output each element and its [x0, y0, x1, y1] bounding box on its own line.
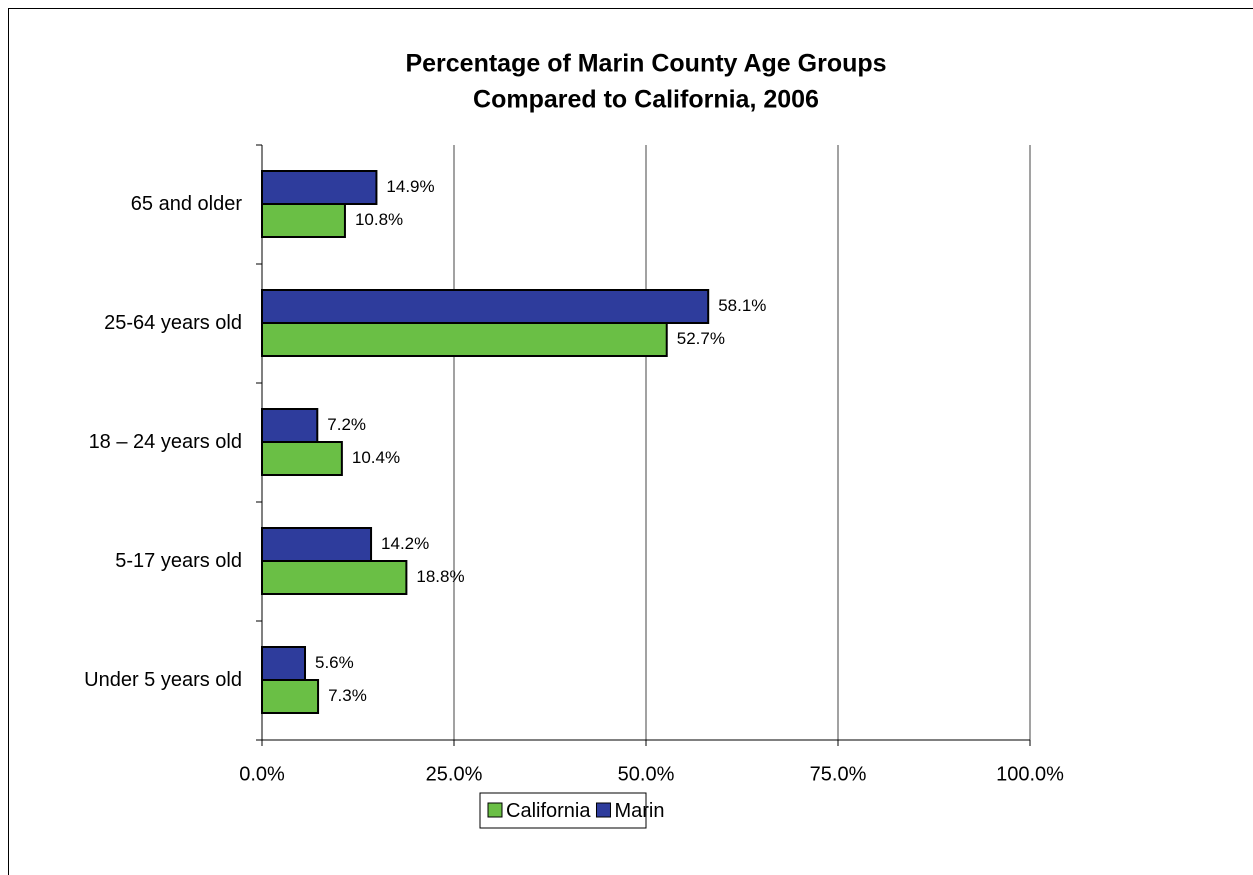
x-tick-label: 50.0% — [618, 763, 675, 785]
legend-box — [479, 792, 647, 829]
x-tick-label: 0.0% — [239, 763, 285, 785]
bar — [261, 527, 373, 562]
bar — [261, 441, 343, 476]
chart-title: Percentage of Marin County Age Groups — [405, 50, 886, 78]
chart-title: Compared to California, 2006 — [473, 86, 819, 114]
bar — [261, 170, 378, 205]
legend-label: California — [506, 800, 591, 822]
data-label: 18.8% — [416, 567, 464, 586]
x-tick-label: 25.0% — [426, 763, 483, 785]
legend-swatch — [487, 802, 503, 818]
data-label: 5.6% — [315, 653, 354, 672]
data-label: 14.9% — [386, 177, 434, 196]
data-label: 52.7% — [677, 329, 725, 348]
data-label: 7.3% — [328, 686, 367, 705]
x-tick-label: 100.0% — [996, 763, 1064, 785]
data-label: 10.4% — [352, 448, 400, 467]
y-tick-label: 18 – 24 years old — [89, 431, 242, 453]
legend-label: Marin — [614, 800, 664, 822]
data-label: 58.1% — [718, 296, 766, 315]
bar — [261, 679, 320, 714]
legend-swatch — [595, 802, 611, 818]
bar — [261, 408, 319, 443]
x-tick-label: 75.0% — [810, 763, 867, 785]
chart-border — [8, 8, 1253, 875]
y-tick-label: 5-17 years old — [115, 550, 242, 572]
data-label: 14.2% — [381, 534, 429, 553]
bar — [261, 322, 668, 357]
y-tick-label: 25-64 years old — [104, 312, 242, 334]
y-tick-label: 65 and older — [131, 193, 243, 215]
y-tick-label: Under 5 years old — [84, 669, 242, 691]
bar — [261, 203, 346, 238]
bar — [261, 560, 408, 595]
bar — [261, 289, 710, 324]
data-label: 10.8% — [355, 210, 403, 229]
data-label: 7.2% — [327, 415, 366, 434]
bar — [261, 646, 307, 681]
